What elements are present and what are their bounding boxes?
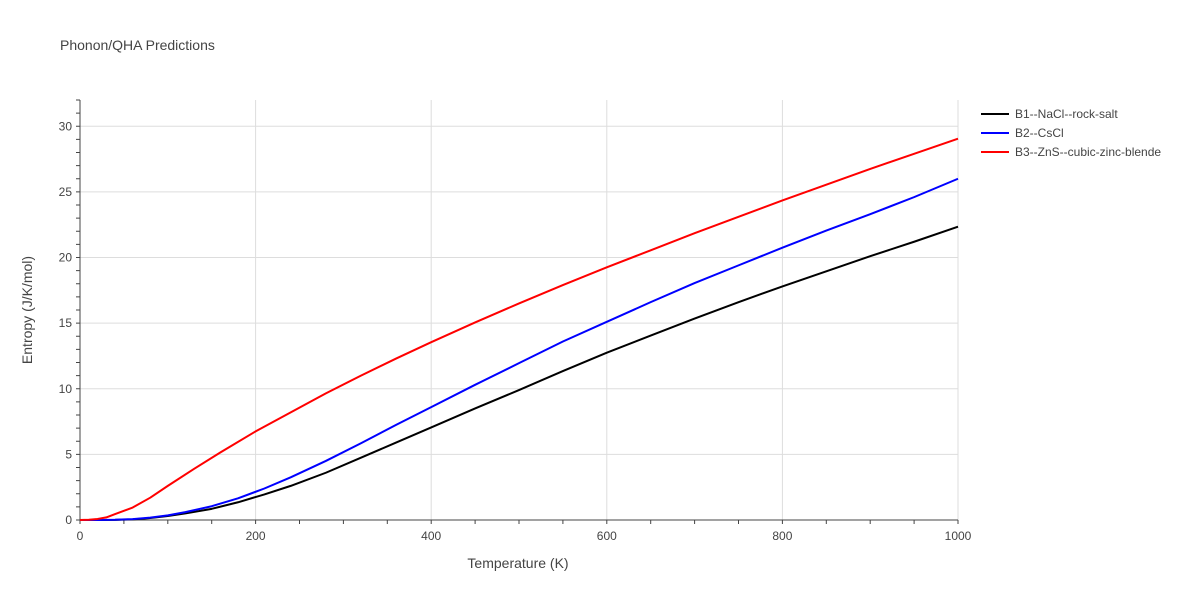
x-tick-label: 1000 <box>945 529 972 543</box>
legend-label: B1--NaCl--rock-salt <box>1015 107 1118 121</box>
x-tick-label: 800 <box>772 529 792 543</box>
series-line-3[interactable] <box>79 137 959 521</box>
series-layer <box>79 137 959 521</box>
series-line-1[interactable] <box>80 225 959 521</box>
grid-layer <box>80 100 959 520</box>
y-tick-label: 5 <box>65 447 72 461</box>
y-tick-label: 25 <box>59 185 73 199</box>
x-tick-label: 600 <box>597 529 617 543</box>
x-tick-label: 200 <box>246 529 266 543</box>
axis-layer: 0 200 400 600 800 1000 0 5 10 15 20 25 30 <box>59 99 972 543</box>
series-line-2[interactable] <box>80 177 959 521</box>
legend-label: B2--CsCl <box>1015 126 1064 140</box>
legend-item-2[interactable]: B2--CsCl <box>981 126 1064 140</box>
y-tick-label: 15 <box>59 316 73 330</box>
legend-item-3[interactable]: B3--ZnS--cubic-zinc-blende <box>981 145 1161 159</box>
chart-title: Phonon/QHA Predictions <box>60 37 215 53</box>
y-tick-label: 20 <box>59 251 73 265</box>
legend-label: B3--ZnS--cubic-zinc-blende <box>1015 145 1161 159</box>
y-tick-label: 10 <box>59 382 73 396</box>
x-axis-title: Temperature (K) <box>467 555 568 571</box>
y-tick-label: 30 <box>59 119 73 133</box>
legend[interactable]: B1--NaCl--rock-salt B2--CsCl B3--ZnS--cubi… <box>981 107 1161 159</box>
legend-item-1[interactable]: B1--NaCl--rock-salt <box>981 107 1118 121</box>
y-axis-title: Entropy (J/K/mol) <box>19 256 35 364</box>
x-tick-label: 400 <box>421 529 441 543</box>
y-tick-label: 0 <box>65 513 72 527</box>
x-tick-label: 0 <box>77 529 84 543</box>
